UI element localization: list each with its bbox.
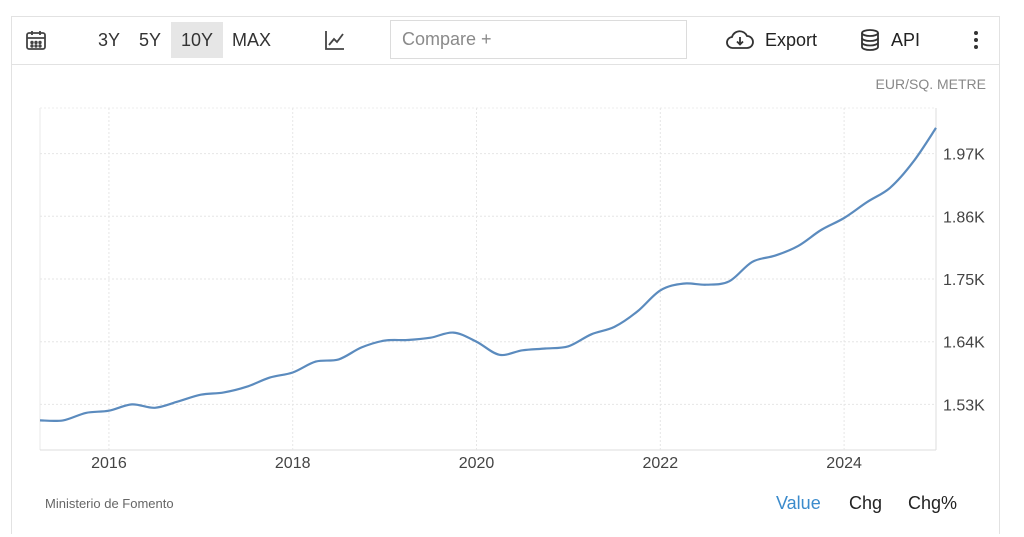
tab-chg-percent[interactable]: Chg% xyxy=(908,493,958,513)
unit-label: EUR/SQ. METRE xyxy=(875,76,986,92)
api-label: API xyxy=(891,29,921,50)
y-tick-label: 1.53K xyxy=(943,397,985,414)
range-10y-button[interactable]: 10Y xyxy=(171,22,223,58)
x-tick-label: 2020 xyxy=(459,455,495,472)
chart-ticks: 2016 2018 2020 2022 2024 1.53K 1.64K 1.75K 1.86K… xyxy=(91,147,985,472)
chart-toolbar: 3Y 5Y 10Y MAX Export API xyxy=(11,16,1000,65)
y-tick-label: 1.75K xyxy=(943,272,985,289)
range-5y-button[interactable]: 5Y xyxy=(139,29,162,50)
line-chart-icon[interactable] xyxy=(322,16,348,64)
compare-input[interactable] xyxy=(390,20,687,59)
chart-series xyxy=(39,127,937,423)
tab-value[interactable]: Value xyxy=(776,493,821,513)
tab-chg[interactable]: Chg xyxy=(849,493,883,513)
cloud-download-icon xyxy=(726,30,754,49)
x-tick-label: 2022 xyxy=(643,455,679,472)
x-tick-label: 2024 xyxy=(826,455,862,472)
x-tick-label: 2018 xyxy=(275,455,311,472)
calendar-icon[interactable] xyxy=(23,16,49,64)
chart-frame xyxy=(11,16,1000,534)
source-label: Ministerio de Fomento xyxy=(45,496,174,511)
export-button[interactable]: Export xyxy=(725,16,817,64)
x-tick-label: 2016 xyxy=(91,455,127,472)
y-tick-label: 1.86K xyxy=(943,209,985,226)
y-tick-label: 1.64K xyxy=(943,335,985,352)
series-line xyxy=(39,127,937,423)
export-label: Export xyxy=(765,29,818,50)
range-max-button[interactable]: MAX xyxy=(232,29,272,50)
y-tick-label: 1.97K xyxy=(943,147,985,164)
api-button[interactable]: API xyxy=(859,16,920,64)
kebab-menu-icon[interactable] xyxy=(966,16,986,64)
chart-grid xyxy=(39,107,937,451)
database-icon xyxy=(861,29,879,51)
range-3y-button[interactable]: 3Y xyxy=(98,29,121,50)
